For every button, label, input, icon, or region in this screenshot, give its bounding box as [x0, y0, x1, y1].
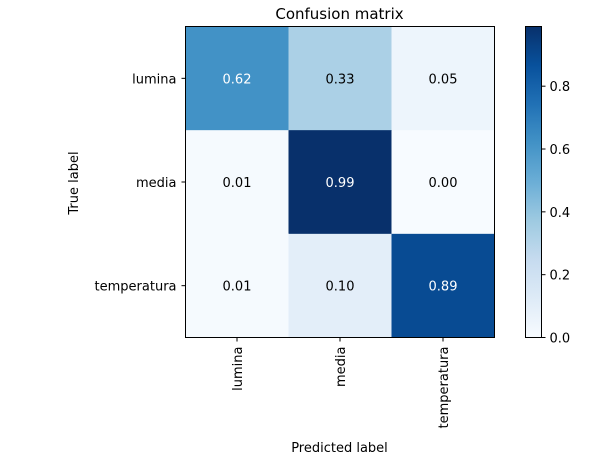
cell-value-label: 0.05 [429, 72, 458, 87]
cell-value-label: 0.33 [326, 72, 355, 87]
colorbar-tick-label: 0.0 [550, 332, 571, 347]
y-tick-label: media [136, 176, 177, 191]
y-tick-label: lumina [132, 72, 176, 87]
heatmap-cell [288, 26, 392, 131]
colorbar-tick-label: 0.4 [550, 206, 571, 221]
cell-value-label: 0.01 [223, 280, 252, 295]
x-tick-label: media [334, 347, 349, 388]
heatmap-cell [391, 26, 495, 131]
colorbar-gradient [525, 26, 542, 338]
cell-value-label: 0.01 [223, 176, 252, 191]
cell-value-label: 0.62 [223, 72, 252, 87]
x-tick-label: temperatura [437, 347, 452, 429]
x-axis-label: Predicted label [291, 441, 388, 456]
x-tick-label: lumina [231, 347, 246, 391]
colorbar: 0.0 0.2 0.4 0.6 0.8 [525, 26, 571, 347]
heatmap-cell [185, 233, 289, 338]
cell-value-label: 0.89 [429, 280, 458, 295]
colorbar-tick-label: 0.8 [550, 80, 571, 95]
heatmap-cells [185, 26, 495, 338]
heatmap-cell [391, 130, 495, 235]
heatmap-cell [185, 26, 289, 131]
heatmap-cell-labels: 0.62 0.33 0.05 0.01 0.99 0.00 0.01 0.10 0.89 [223, 72, 458, 294]
y-tick-label: temperatura [95, 280, 177, 295]
heatmap-cell [288, 130, 392, 235]
chart-title: Confusion matrix [275, 5, 403, 23]
heatmap-cell [185, 130, 289, 235]
heatmap-cell [288, 233, 392, 338]
cell-value-label: 0.00 [429, 176, 458, 191]
colorbar-tick-label: 0.2 [550, 269, 571, 284]
y-axis-label: True label [67, 151, 82, 215]
cell-value-label: 0.99 [326, 176, 355, 191]
heatmap-cell [391, 233, 495, 338]
colorbar-tick-label: 0.6 [550, 143, 571, 158]
cell-value-label: 0.10 [326, 280, 355, 295]
x-axis-ticks: lumina media temperatura [231, 337, 452, 429]
y-axis-ticks: lumina media temperatura [95, 72, 186, 295]
